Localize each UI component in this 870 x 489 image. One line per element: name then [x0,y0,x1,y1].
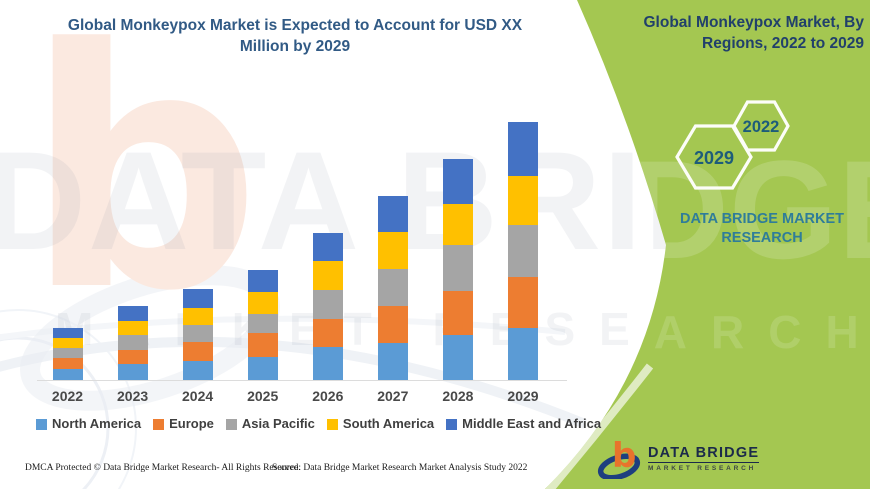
bar-2029-asia-pacific [508,225,538,277]
hexagon-2029-label: 2029 [694,148,734,168]
bar-2028-middle-east-and-africa [442,159,473,204]
bar-2029-middle-east-and-africa [508,122,538,176]
bar-2028-north-america [442,335,473,380]
bar-2029-europe [508,277,538,328]
brand-text-line1: DATA BRIDGE MARKET [679,211,845,227]
bar-2026-north-america [312,347,343,380]
bar-2026-asia-pacific [312,290,343,319]
x-axis-label-2023: 2023 [117,388,149,404]
bar-2025-asia-pacific [247,314,278,333]
logo-subtitle: MARKET RESEARCH [648,464,757,472]
bar-2026-south-america [312,261,343,290]
x-axis-label-2022: 2022 [51,388,84,404]
x-axis-label-2024: 2024 [182,388,214,404]
bar-2025-north-america [247,357,278,380]
side-heading-line2: Regions, 2022 to 2029 [702,35,864,52]
bar-2023-north-america [117,364,148,380]
brand-text: DATA BRIDGE MARKET RESEARCH [662,210,862,248]
chart-legend: North America Europe Asia Pacific South Ame… [36,416,601,431]
bar-2027-north-america [377,343,408,380]
bar-2029-south-america [508,176,538,225]
bar-2023-europe [117,350,148,364]
side-heading-line1: Global Monkeypox Market, By [643,14,865,31]
bar-2025-middle-east-and-africa [247,270,278,292]
data-bridge-logo: b DATA BRIDGE MARKET RESEARCH [597,437,760,479]
logo-wordmark: DATA BRIDGE MARKET RESEARCH [648,444,760,472]
bar-2026-europe [312,319,343,347]
logo-name: DATA BRIDGE [648,444,760,463]
bar-2025-south-america [247,292,278,314]
bar-2023-middle-east-and-africa [117,306,148,321]
bar-2022-europe [52,358,83,369]
bar-2028-asia-pacific [442,245,473,291]
legend-item-north-america: North America [36,416,141,431]
legend-label-middle-east-and-africa: Middle East and Africa [462,416,602,431]
hexagon-2022 [732,100,790,152]
logo-letter: b [612,437,636,476]
legend-label-europe: Europe [169,416,214,431]
legend-marker-asia-pacific [225,418,237,430]
x-axis-label-2028: 2028 [442,388,474,404]
data-bridge-logo-icon: b [597,437,641,479]
bar-2024-europe [182,342,213,361]
side-panel-background [545,0,870,489]
bar-2022-middle-east-and-africa [52,328,83,338]
legend-item-asia-pacific: Asia Pacific [225,416,315,431]
bar-2027-middle-east-and-africa [377,196,408,232]
x-axis-label-2027: 2027 [377,388,409,404]
bar-2022-north-america [52,369,83,380]
bar-2024-south-america [182,308,213,325]
bar-2022-asia-pacific [52,348,83,358]
footer-source: Source: Data Bridge Market Research Mark… [272,463,528,473]
x-axis-line [37,380,567,381]
logo-letter-watermark: b [25,0,262,363]
legend-label-south-america: South America [342,416,435,431]
bar-2025-europe [247,333,278,357]
legend-marker-middle-east-and-africa [446,418,458,430]
bar-2022-south-america [52,338,83,348]
hexagon-2022-label: 2022 [743,118,780,136]
brand-text-line2: RESEARCH [721,230,803,246]
bar-2024-north-america [182,361,213,380]
x-axis-label-2025: 2025 [247,388,279,404]
bar-2028-south-america [442,204,473,245]
bar-2028-europe [442,291,473,335]
legend-marker-north-america [36,418,47,430]
logo-swoosh [597,453,641,479]
legend-label-north-america: North America [52,416,142,431]
legend-item-europe: Europe [153,416,214,431]
hexagon-2029 [675,124,753,190]
legend-marker-europe [153,418,165,430]
chart-title: Global Monkeypox Market is Expected to A… [45,15,545,57]
bar-2023-asia-pacific [117,335,148,350]
footer-copyright: DMCA Protected © Data Bridge Market Rese… [25,463,301,473]
legend-marker-south-america [326,418,338,430]
bar-2027-south-america [377,232,408,269]
chart-title-line2: Million by 2029 [239,38,351,55]
bar-2026-middle-east-and-africa [312,233,343,261]
legend-label-asia-pacific: Asia Pacific [241,416,315,431]
bar-2027-asia-pacific [377,269,408,306]
bar-2023-south-america [117,321,148,335]
x-axis-label-2026: 2026 [312,388,344,404]
legend-item-middle-east-and-africa: Middle East and Africa [446,416,601,431]
chart-title-line1: Global Monkeypox Market is Expected to A… [67,17,523,34]
legend-item-south-america: South America [326,416,435,431]
bar-2029-north-america [508,328,538,380]
bar-2027-europe [377,306,408,343]
white-swoosh-stripe [545,363,654,489]
side-panel-heading: Global Monkeypox Market, By Regions, 202… [614,12,865,54]
x-axis-label-2029: 2029 [507,388,539,404]
bar-2024-middle-east-and-africa [182,289,213,308]
bar-2024-asia-pacific [182,325,213,342]
